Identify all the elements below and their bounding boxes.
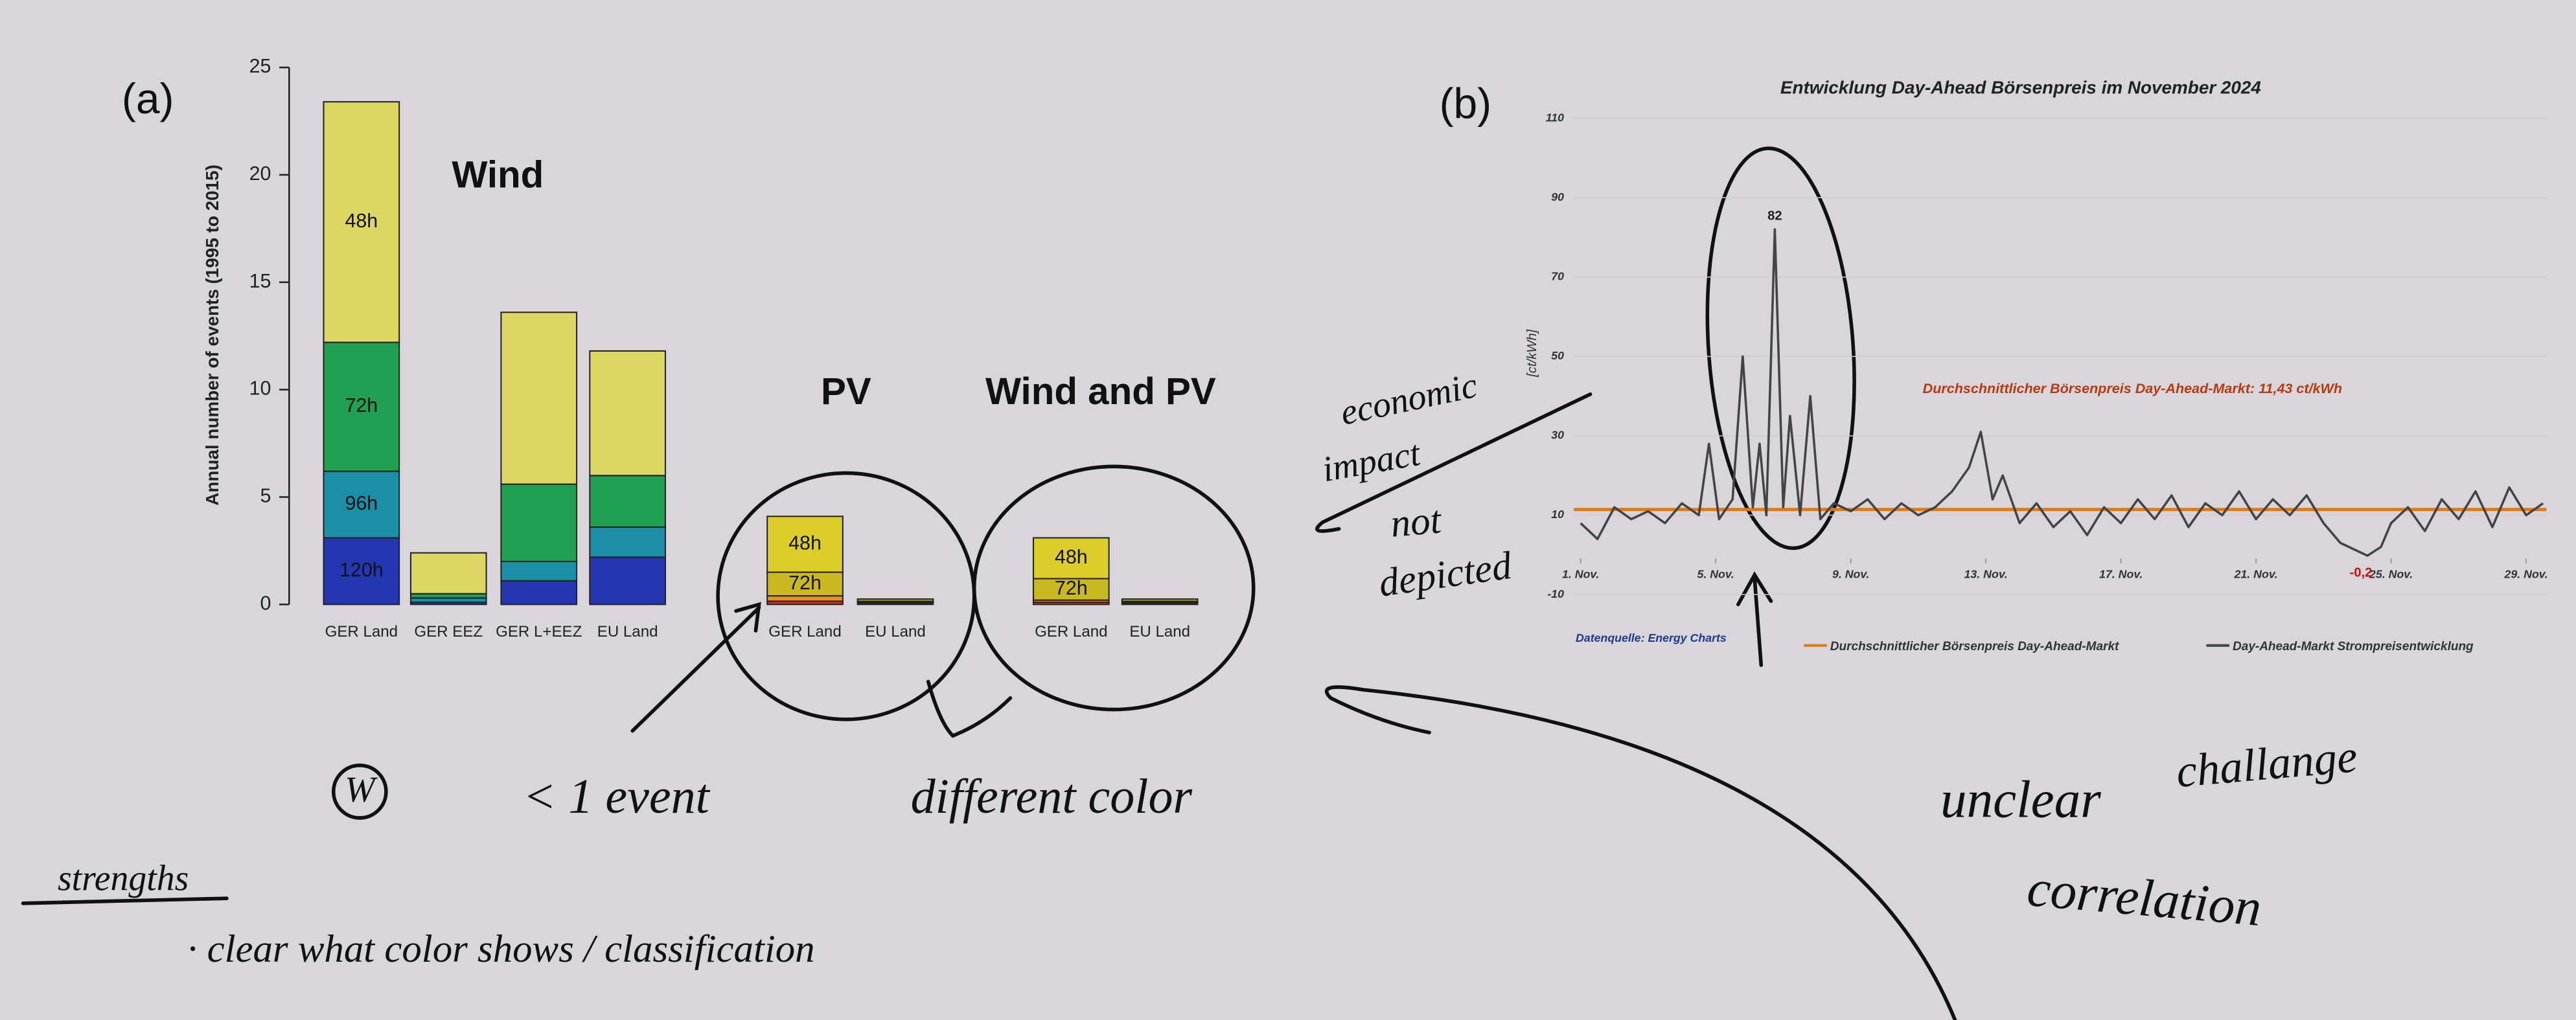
segment-label: 120h xyxy=(339,559,384,581)
y-tick-label: 50 xyxy=(1551,349,1564,362)
bar-segment xyxy=(589,350,666,477)
pen-arrow xyxy=(630,602,761,733)
bar-segment xyxy=(500,312,578,485)
handwritten-note: not xyxy=(1389,498,1444,546)
pen-arrow xyxy=(1325,685,1957,1020)
pen-circle xyxy=(1705,146,1856,550)
x-tick-label: 5. Nov. xyxy=(1697,567,1734,580)
y-tick-label: 0 xyxy=(260,592,271,614)
bar-segment xyxy=(1032,537,1110,580)
x-tick-label: 1. Nov. xyxy=(1562,567,1599,580)
segment-label: 72h xyxy=(345,394,378,416)
bar-segment xyxy=(409,552,487,595)
segment-label: 48h xyxy=(1055,546,1088,568)
y-tick-label: 110 xyxy=(1546,111,1564,124)
y-tick-label: 30 xyxy=(1551,429,1564,442)
x-tick-label: 17. Nov. xyxy=(2099,567,2143,580)
bar-segment xyxy=(589,526,666,558)
bar-segment xyxy=(500,560,578,582)
y-axis-label: [ct/kWh] xyxy=(1525,328,1539,378)
bar-segment xyxy=(500,580,578,606)
y-tick-label: 70 xyxy=(1551,270,1564,283)
x-tick-label: GER EEZ xyxy=(414,623,483,640)
y-tick-label: 10 xyxy=(1551,508,1564,521)
source-label: Datenquelle: Energy Charts xyxy=(1576,631,1727,644)
handwritten-note: different color xyxy=(911,769,1193,824)
x-tick-label: GER L+EEZ xyxy=(496,623,582,640)
price-line xyxy=(1580,228,2544,557)
pen-circle xyxy=(331,764,388,820)
x-tick-label: 25. Nov. xyxy=(2369,567,2413,580)
chart-title: PV xyxy=(821,370,871,413)
x-tick-label: EU Land xyxy=(865,623,926,640)
chart-title: Wind xyxy=(452,153,544,196)
legend-label: Durchschnittlicher Börsenpreis Day-Ahead… xyxy=(1830,640,2119,653)
y-tick-label: 20 xyxy=(249,163,271,185)
y-axis-label: Annual number of events (1995 to 2015) xyxy=(202,164,222,506)
bar-segment xyxy=(323,341,400,472)
data-label: -0,2 xyxy=(2350,565,2373,580)
panel-label: (a) xyxy=(122,74,174,122)
bar-segment xyxy=(500,483,578,562)
panel-label: (b) xyxy=(1440,79,1492,127)
bar-segment xyxy=(766,571,844,597)
handwritten-note: strengths xyxy=(58,859,189,899)
x-tick-label: GER Land xyxy=(1035,623,1107,640)
bar-segment xyxy=(589,556,666,606)
legend-label: Day-Ahead-Markt Strompreisentwicklung xyxy=(2233,640,2474,653)
average-label: Durchschnittlicher Börsenpreis Day-Ahead… xyxy=(1923,380,2342,396)
segment-label: 48h xyxy=(345,210,378,232)
pen-stroke xyxy=(926,679,1013,738)
chart-title: Entwicklung Day-Ahead Börsenpreis im Nov… xyxy=(1780,77,2262,97)
segment-label: 72h xyxy=(1055,577,1088,599)
pen-underline xyxy=(21,896,229,905)
pen-stroke xyxy=(1315,392,1593,533)
bar-segment xyxy=(323,101,400,343)
handwritten-note: · clear what color shows / classificatio… xyxy=(187,927,814,971)
x-tick-label: 13. Nov. xyxy=(1964,567,2008,580)
bar-segment xyxy=(323,537,400,606)
y-tick-label: 5 xyxy=(260,484,271,506)
x-tick-label: 29. Nov. xyxy=(2504,567,2548,580)
y-tick-label: 15 xyxy=(249,270,271,292)
segment-label: 48h xyxy=(788,532,822,554)
bar-segment xyxy=(589,475,666,528)
y-tick-label: 10 xyxy=(249,378,271,400)
handwritten-note: W xyxy=(345,770,378,810)
x-tick-label: EU Land xyxy=(1129,623,1190,640)
chart-title: Wind and PV xyxy=(985,370,1216,413)
x-tick-label: 9. Nov. xyxy=(1832,567,1869,580)
x-tick-label: GER Land xyxy=(768,623,841,640)
segment-label: 96h xyxy=(345,492,378,514)
x-tick-label: GER Land xyxy=(325,623,398,640)
y-tick-label: 90 xyxy=(1551,190,1564,203)
handwritten-note: unclear xyxy=(1940,770,2101,828)
bar-segment xyxy=(1121,598,1199,602)
y-tick-label: 25 xyxy=(249,55,271,77)
x-tick-label: 21. Nov. xyxy=(2234,567,2278,580)
x-tick-label: EU Land xyxy=(597,623,658,640)
segment-label: 72h xyxy=(788,572,822,594)
y-tick-label: -10 xyxy=(1547,587,1564,600)
data-label: 82 xyxy=(1767,209,1782,223)
bar-segment xyxy=(766,595,844,602)
bar-segment xyxy=(766,516,844,573)
pen-circle xyxy=(972,464,1256,712)
handwritten-note: < 1 event xyxy=(523,769,711,824)
bar-segment xyxy=(323,470,400,539)
bar-segment xyxy=(857,598,934,602)
